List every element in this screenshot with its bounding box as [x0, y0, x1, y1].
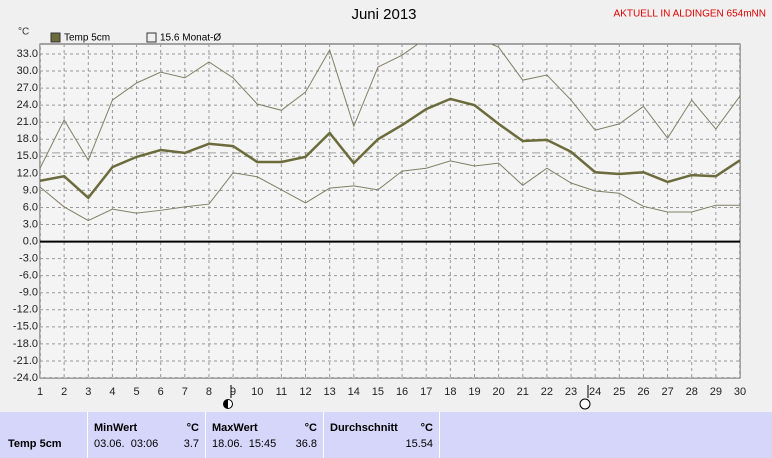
header-unit: °C	[420, 422, 433, 434]
y-tick-label: 12.0	[17, 167, 38, 179]
y-tick-label: -6.0	[19, 270, 38, 282]
y-tick-label: 33.0	[17, 48, 38, 60]
plot-area	[39, 43, 741, 379]
row-label: Temp 5cm	[8, 438, 62, 450]
y-tick-label: 15.0	[17, 150, 38, 162]
y-tick-label: -9.0	[19, 287, 38, 299]
y-tick-label: 6.0	[23, 201, 38, 213]
y-tick-label: 18.0	[17, 133, 38, 145]
y-tick-label: -18.0	[13, 338, 38, 350]
x-tick-label: 2	[61, 386, 67, 398]
avg-cell: Durchschnitt °C 15.54	[324, 412, 440, 458]
row-header-cell: Temp 5cm	[0, 412, 88, 458]
x-tick-label: 1	[37, 386, 43, 398]
chart: Juni 2013 AKTUELL IN ALDINGEN 654mNN °C …	[13, 6, 766, 410]
x-tick-label: 27	[661, 386, 673, 398]
x-tick-label: 15	[372, 386, 384, 398]
header: Durchschnitt	[330, 422, 398, 434]
x-tick-label: 28	[686, 386, 698, 398]
chart-title: Juni 2013	[351, 6, 416, 23]
max-line	[40, 44, 740, 169]
x-tick-label: 7	[182, 386, 188, 398]
x-tick-label: 26	[637, 386, 649, 398]
x-tick-label: 3	[85, 386, 91, 398]
x-tick-label: 23	[565, 386, 577, 398]
header-unit: °C	[304, 422, 317, 434]
x-tick-label: 25	[613, 386, 625, 398]
x-tick-label: 29	[710, 386, 722, 398]
legend-label: 15.6 Monat-Ø	[160, 33, 221, 44]
max-time: 18.06. 15:45	[212, 438, 277, 450]
y-tick-label: -3.0	[19, 253, 38, 265]
x-tick-label: 24	[589, 386, 601, 398]
avg-value: 15.54	[405, 438, 433, 450]
x-tick-label: 30	[734, 386, 746, 398]
min-line	[40, 160, 740, 222]
x-tick-label: 14	[348, 386, 360, 398]
x-tick-label: 6	[158, 386, 164, 398]
legend-swatch	[146, 32, 157, 43]
moon-icon	[223, 385, 233, 409]
x-tick-label: 13	[324, 386, 336, 398]
x-tick-label: 22	[541, 386, 553, 398]
y-tick-label: 27.0	[17, 82, 38, 94]
y-tick-label: -21.0	[13, 355, 38, 367]
min-time: 03.06. 03:06	[94, 438, 159, 450]
x-tick-label: 16	[396, 386, 408, 398]
min-cell: MinWert °C 03.06. 03:06 3.7	[88, 412, 206, 458]
max-cell: MaxWert °C 18.06. 15:45 36.8	[206, 412, 324, 458]
y-unit: °C	[18, 27, 29, 38]
x-tick-label: 5	[133, 386, 139, 398]
x-tick-label: 20	[492, 386, 504, 398]
x-tick-label: 19	[468, 386, 480, 398]
y-tick-label: -12.0	[13, 304, 38, 316]
x-tick-label: 18	[444, 386, 456, 398]
header-unit: °C	[186, 422, 199, 434]
header: MinWert	[94, 422, 138, 434]
y-tick-label: 0.0	[23, 235, 38, 247]
y-tick-label: 9.0	[23, 184, 38, 196]
x-tick-label: 4	[109, 386, 115, 398]
moon-icon	[579, 385, 591, 410]
y-tick-label: 24.0	[17, 99, 38, 111]
x-tick-label: 9	[230, 386, 236, 398]
plot	[40, 44, 740, 243]
y-tick-label: -15.0	[13, 321, 38, 333]
x-tick-label: 10	[251, 386, 263, 398]
legend-swatch	[50, 32, 61, 43]
x-tick-label: 17	[420, 386, 432, 398]
stats-table: Temp 5cm MinWert °C 03.06. 03:06 3.7 Max…	[0, 412, 772, 458]
grid	[40, 44, 740, 378]
max-value: 36.8	[295, 438, 317, 450]
annotation: AKTUELL IN ALDINGEN 654mNN	[614, 9, 766, 20]
y-tick-label: -24.0	[13, 372, 38, 384]
min-value: 3.7	[183, 438, 199, 450]
y-tick-label: 30.0	[17, 65, 38, 77]
y-tick-label: 21.0	[17, 116, 38, 128]
x-tick-label: 12	[299, 386, 311, 398]
header: MaxWert	[212, 422, 258, 434]
x-tick-label: 21	[517, 386, 529, 398]
legend-label: Temp 5cm	[64, 33, 110, 44]
x-tick-label: 8	[206, 386, 212, 398]
series-line	[40, 97, 740, 200]
y-tick-label: 3.0	[23, 218, 38, 230]
x-tick-label: 11	[276, 386, 287, 398]
